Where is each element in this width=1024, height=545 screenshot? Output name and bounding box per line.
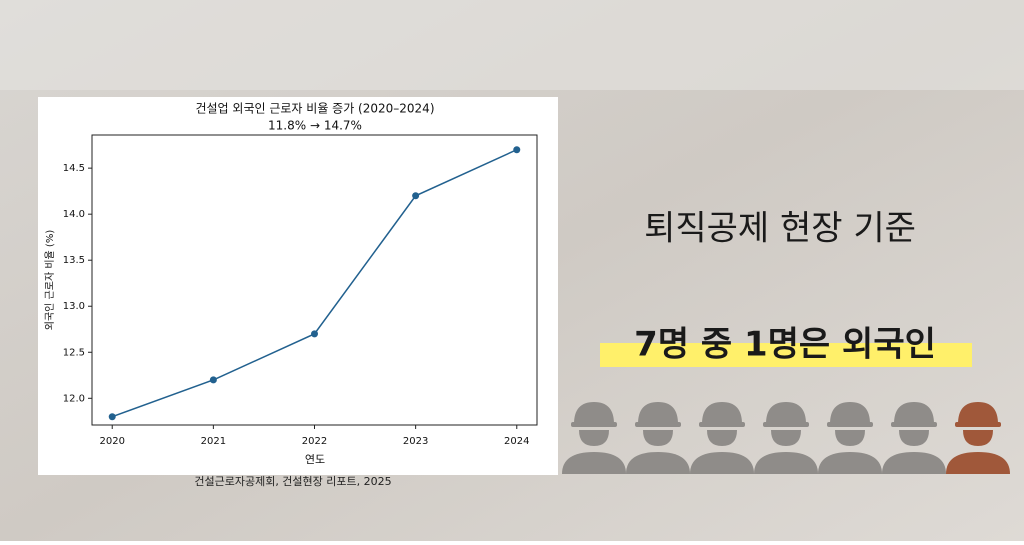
y-tick-label: 12.0 — [63, 393, 85, 404]
face — [579, 430, 609, 446]
highlight: 7명 중 1명은 외국인 — [634, 325, 936, 365]
body — [626, 452, 690, 474]
y-tick-label: 13.5 — [63, 255, 85, 266]
y-tick-label: 12.5 — [63, 347, 85, 358]
chart-subtitle: 11.8% → 14.7% — [268, 119, 362, 133]
helmet — [638, 402, 678, 424]
body — [754, 452, 818, 474]
body — [946, 452, 1010, 474]
helmet — [958, 402, 998, 424]
chart-panel — [38, 97, 558, 475]
body — [882, 452, 946, 474]
headline: 퇴직공제 현장 기준 — [644, 209, 916, 249]
face — [899, 430, 929, 446]
helmet-brim — [827, 422, 873, 427]
helmet-brim — [891, 422, 937, 427]
x-axis-label: 연도 — [305, 453, 325, 466]
helmet-brim — [571, 422, 617, 427]
helmet — [574, 402, 614, 424]
highlight-bar — [600, 343, 972, 367]
face — [835, 430, 865, 446]
face — [707, 430, 737, 446]
background-band — [0, 0, 1024, 90]
worker-icons — [562, 402, 1010, 474]
helmet-brim — [763, 422, 809, 427]
face — [643, 430, 673, 446]
helmet — [894, 402, 934, 424]
x-tick-label: 2020 — [100, 436, 125, 447]
body — [690, 452, 754, 474]
marker — [209, 376, 217, 384]
y-tick-label: 13.0 — [63, 301, 85, 312]
y-axis-label: 외국인 근로자 비율 (%) — [44, 230, 56, 331]
body — [818, 452, 882, 474]
helmet — [830, 402, 870, 424]
marker — [311, 330, 318, 338]
x-tick-label: 2022 — [302, 436, 327, 447]
marker — [412, 192, 420, 200]
helmet-brim — [635, 422, 681, 427]
chart-title: 건설업 외국인 근로자 비율 증가 (2020–2024) — [195, 102, 434, 116]
y-tick-label: 14.5 — [63, 163, 85, 174]
face — [963, 430, 993, 446]
marker — [108, 413, 116, 421]
helmet — [702, 402, 742, 424]
source: 건설근로자공제회, 건설현장 리포트, 2025 — [194, 475, 391, 488]
y-tick-label: 14.0 — [63, 209, 85, 220]
body — [562, 452, 626, 474]
helmet-brim — [955, 422, 1001, 427]
x-tick-label: 2023 — [403, 436, 428, 447]
helmet-brim — [699, 422, 745, 427]
face — [771, 430, 801, 446]
x-tick-label: 2024 — [504, 436, 529, 447]
x-tick-label: 2021 — [201, 436, 226, 447]
helmet — [766, 402, 806, 424]
marker — [513, 146, 521, 154]
